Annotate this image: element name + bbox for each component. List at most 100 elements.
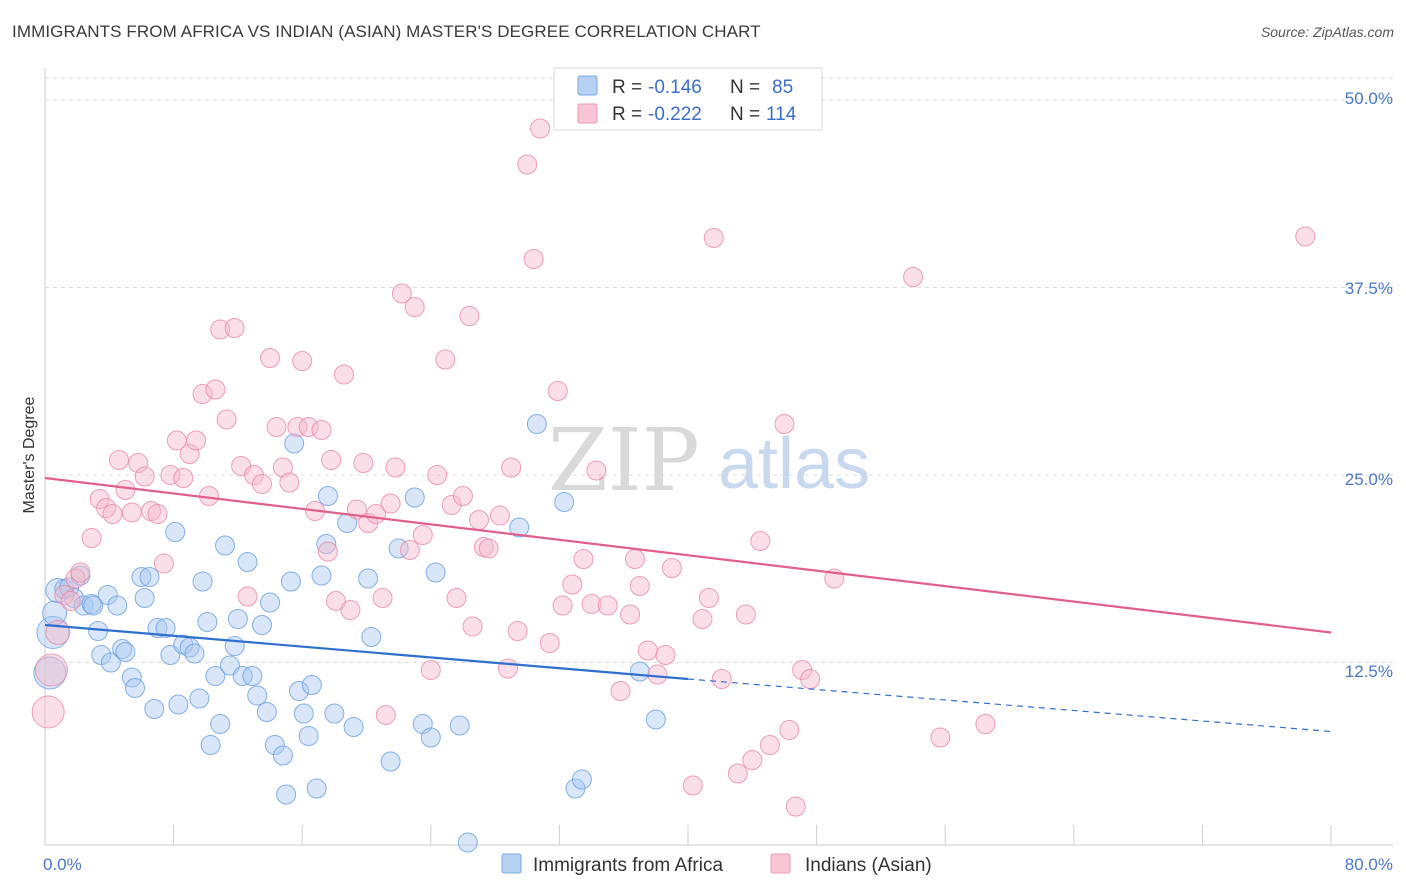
indian-point: [380, 493, 401, 514]
africa-point: [252, 615, 273, 635]
indian-point: [698, 588, 719, 608]
africa-point: [288, 681, 309, 701]
legend-n-value-1: 85: [772, 77, 793, 98]
bottom-legend-swatch-africa: [501, 853, 522, 874]
axes: [44, 68, 1393, 846]
indian-point: [647, 664, 668, 685]
africa-point: [247, 685, 268, 706]
legend-box: [553, 67, 823, 131]
africa-point: [284, 433, 305, 454]
indian-point: [530, 118, 551, 139]
africa-point: [36, 616, 70, 649]
indian-point: [385, 457, 406, 478]
indian-point: [975, 714, 996, 734]
africa-point: [227, 609, 248, 629]
africa-point: [83, 595, 104, 616]
africa-point: [205, 666, 226, 686]
indian-point: [523, 249, 544, 269]
africa-point: [264, 735, 285, 755]
indian-point: [1295, 226, 1316, 247]
indian-point: [287, 417, 308, 437]
indian-point: [903, 267, 924, 287]
indian-point: [507, 621, 528, 641]
indian-point: [711, 669, 732, 689]
y-tick-label-37-5: 37.5%: [1345, 279, 1393, 298]
africa-point: [131, 567, 152, 587]
indian-point: [459, 306, 480, 326]
indian-point: [547, 381, 568, 401]
indian-point: [573, 549, 594, 569]
africa-point: [242, 666, 263, 686]
indian-point: [115, 480, 136, 500]
africa-point: [293, 703, 314, 724]
legend-swatch-africa: [577, 75, 598, 96]
africa-point: [144, 699, 165, 719]
indian-point: [742, 750, 763, 770]
chart-title: IMMIGRANTS FROM AFRICA VS INDIAN (ASIAN)…: [12, 22, 761, 41]
indian-point: [404, 297, 425, 317]
africa-point: [165, 522, 186, 542]
indian-point: [216, 409, 237, 430]
indian-point: [237, 586, 258, 607]
indian-point: [469, 510, 490, 530]
trend-lines: [44, 476, 1332, 733]
indian-point: [779, 720, 800, 740]
legend-n-label-2: N =: [730, 104, 760, 125]
indian-point: [629, 576, 650, 596]
legend-n-value-2: 114: [766, 104, 797, 125]
indian-point: [682, 775, 703, 796]
indian-point: [427, 465, 448, 485]
indian-point: [774, 414, 795, 434]
indian-point: [539, 633, 560, 653]
indian-point: [224, 318, 245, 338]
legend-r-label-2: R =: [612, 104, 642, 125]
africa-point: [134, 588, 155, 608]
africa-point: [107, 595, 128, 616]
indian-point: [800, 669, 821, 689]
indian-trend-line: [44, 476, 1332, 634]
indian-point: [727, 763, 748, 784]
africa-point: [33, 656, 67, 690]
indian-point: [372, 588, 393, 608]
indian-point: [420, 660, 441, 680]
indian-point: [317, 541, 338, 562]
bottom-legend-label-indian: Indians (Asian): [805, 855, 932, 876]
indian-point: [412, 525, 433, 545]
legend-r-value-2: -0.222: [648, 104, 702, 125]
indian-point: [153, 553, 174, 574]
africa-point: [629, 661, 650, 682]
indian-point: [692, 609, 713, 629]
legend-swatch-indian: [577, 103, 598, 124]
indian-point: [31, 695, 65, 729]
africa-point: [316, 534, 337, 554]
indian-point: [501, 457, 522, 478]
africa-point: [298, 726, 319, 746]
x-tick-label-min: 0.0%: [43, 855, 82, 874]
indian-point: [321, 450, 342, 470]
indian-point: [266, 417, 287, 437]
indian-point: [102, 504, 123, 524]
africa-point: [168, 694, 189, 715]
indian-point: [661, 558, 682, 578]
africa-point: [526, 414, 547, 434]
africa-point: [81, 594, 102, 614]
bottom-legend: Immigrants from Africa Indians (Asian): [501, 853, 932, 876]
indian-point: [173, 468, 194, 488]
africa-trend-line-extension: [687, 678, 1332, 733]
indian-point: [750, 531, 771, 551]
indian-point: [655, 645, 676, 665]
legend-r-label-1: R =: [612, 77, 642, 98]
indian-point: [620, 604, 641, 625]
africa-point: [215, 535, 236, 556]
legend: R = -0.146 N = 85 R = -0.222 N = 114: [553, 67, 823, 131]
africa-point: [358, 568, 379, 589]
africa-point: [210, 714, 231, 734]
africa-point: [155, 618, 176, 638]
indian-point: [121, 502, 142, 523]
bottom-legend-label-africa: Immigrants from Africa: [533, 855, 723, 876]
africa-point: [139, 567, 160, 587]
indian-point: [34, 653, 68, 687]
africa-point: [571, 769, 592, 790]
indian-point: [108, 450, 129, 470]
